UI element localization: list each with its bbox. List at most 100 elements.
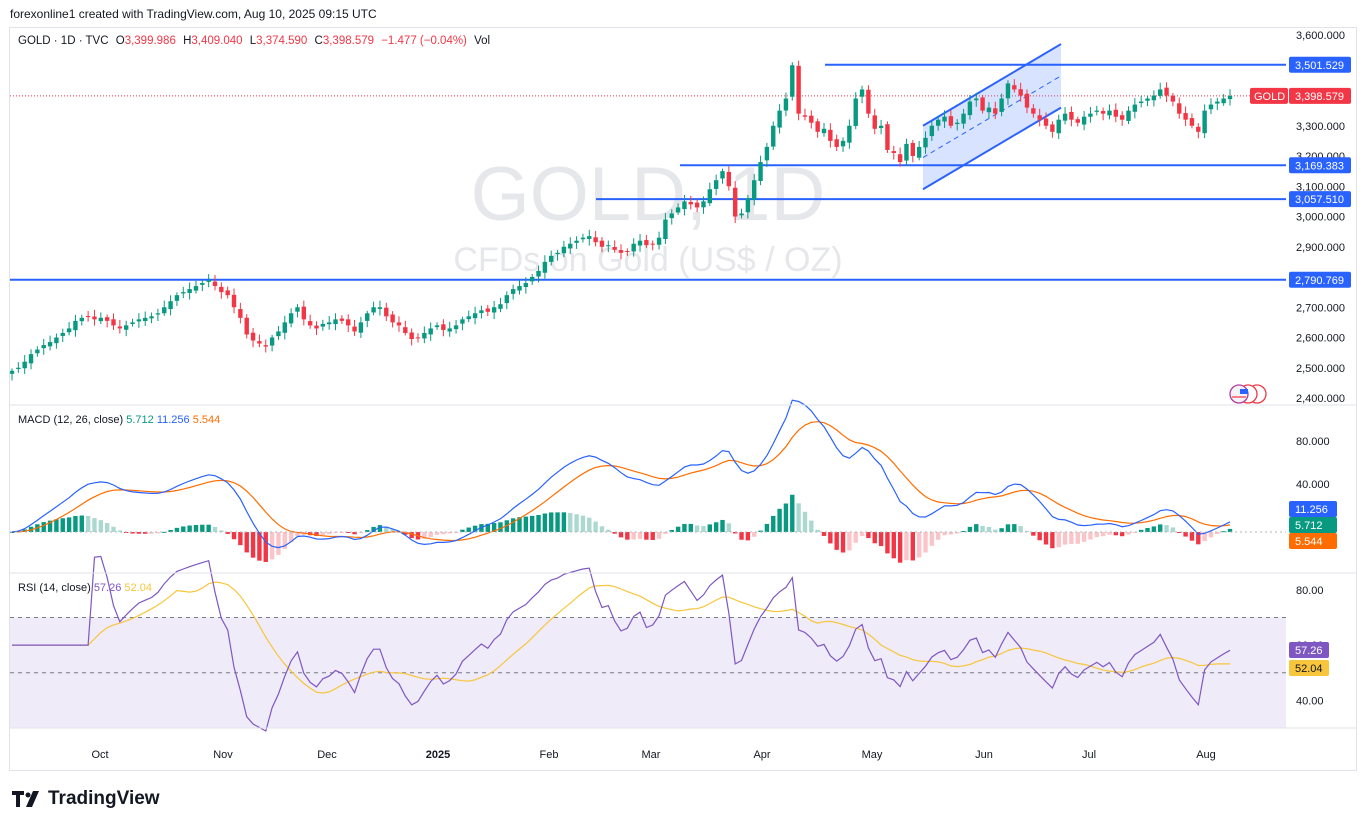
candle-body [1075, 119, 1080, 123]
macd-value-badge-bg [1289, 533, 1337, 549]
macd-histogram-bar [961, 530, 966, 532]
macd-histogram-bar [549, 512, 554, 532]
candle-body [326, 322, 332, 325]
candle-body [73, 320, 78, 331]
candle-body [568, 243, 573, 249]
volume-label[interactable]: Vol [474, 35, 491, 47]
macd-histogram-bar [1056, 532, 1061, 548]
candle-body [1183, 113, 1188, 120]
candle-body [1050, 124, 1055, 132]
candle-body [764, 146, 770, 161]
candle-body [745, 198, 751, 213]
macd-histogram-bar [847, 532, 852, 551]
price-tick-label: 3,000.000 [1296, 212, 1345, 224]
candle-body [491, 307, 497, 313]
price-tick-label: 3,300.000 [1296, 121, 1345, 133]
macd-pane [10, 399, 1286, 563]
macd-histogram-bar [745, 532, 751, 541]
candle-body [472, 313, 478, 319]
candle-body [523, 283, 529, 287]
macd-histogram-bar [206, 524, 211, 532]
macd-histogram-bar [701, 526, 706, 532]
macd-histogram-bar [694, 525, 700, 532]
candle-body [123, 325, 129, 330]
macd-histogram-bar [1132, 532, 1138, 533]
macd-histogram-bar [1107, 532, 1112, 535]
candle-body [453, 325, 459, 330]
macd-histogram-bar [1177, 532, 1182, 533]
macd-histogram-bar [1043, 532, 1049, 545]
macd-histogram-bar [904, 532, 909, 561]
us-flag-icon[interactable] [1229, 384, 1267, 404]
candle-body [441, 324, 446, 330]
level-label: 2,790.769 [1295, 275, 1344, 287]
macd-histogram-bar [561, 512, 567, 532]
candle-body [1132, 104, 1138, 112]
level-label: 3,057.510 [1295, 194, 1344, 206]
candle-body [155, 313, 161, 315]
candle-body [130, 322, 135, 324]
macd-histogram-bar [320, 532, 326, 536]
macd-histogram-bar [999, 528, 1004, 532]
rsi-label[interactable]: RSI (14, close) [18, 582, 91, 594]
candle-body [771, 125, 776, 147]
macd-label[interactable]: MACD (12, 26, close) [18, 414, 124, 426]
tradingview-logo[interactable]: TradingView [12, 788, 160, 810]
candle-body [409, 332, 414, 340]
low-label: L [249, 35, 257, 47]
watermark-subtitle: CFDs on Gold (US$ / OZ) [453, 241, 842, 279]
time-tick-label: May [862, 749, 883, 761]
chart-canvas[interactable]: GOLD, 1D CFDs on Gold (US$ / OZ) 3,600.0… [10, 28, 1356, 770]
macd-histogram-bar [73, 516, 78, 532]
candle-body [739, 213, 744, 216]
macd-histogram-bar [1005, 524, 1011, 532]
macd-histogram-bar [809, 520, 814, 532]
macd-histogram-bar [510, 518, 516, 532]
candle-body [878, 125, 884, 129]
level-label-bg [1289, 56, 1351, 73]
candle-body [955, 122, 960, 125]
candle-body [618, 250, 624, 253]
macd-histogram-bar [948, 532, 954, 535]
candle-body [174, 295, 180, 301]
channel-lower-line [922, 106, 1062, 191]
candle-body [28, 354, 34, 364]
candle-body [1196, 126, 1201, 132]
macd-histogram-bar [777, 508, 782, 532]
macd-histogram-bar [1012, 524, 1017, 532]
candle-body [935, 119, 941, 126]
candle-body [111, 319, 116, 326]
candle-body [60, 332, 65, 336]
macd-histogram-bar [225, 532, 230, 534]
candle-body [485, 308, 490, 312]
macd-histogram-bar [688, 523, 693, 532]
candle-body [498, 304, 503, 309]
macd-tick-label: 80.000 [1296, 436, 1330, 448]
macd-histogram-bar [739, 532, 744, 540]
time-tick-label: Jul [1082, 749, 1096, 761]
tradingview-logo-icon [12, 791, 39, 807]
macd-histogram-bar [1158, 524, 1163, 532]
macd-histogram-bar [1145, 527, 1150, 532]
time-tick-label: Dec [317, 749, 337, 761]
macd-histogram-bar [580, 515, 586, 532]
macd-histogram-bar [599, 526, 605, 532]
low-value: 3,374.590 [256, 35, 308, 47]
price-tick-label: 2,500.000 [1296, 363, 1345, 375]
candle-body [974, 98, 979, 101]
symbol-label[interactable]: GOLD · 1D · TVC [18, 35, 109, 47]
level-label: 3,501.529 [1295, 60, 1344, 72]
candle-body [1208, 104, 1214, 110]
macd-histogram-bar [796, 503, 801, 532]
macd-histogram-bar [682, 523, 687, 532]
candle-body [1043, 118, 1049, 126]
macd-histogram-bar [929, 532, 935, 546]
macd-histogram-bar [732, 532, 738, 534]
time-tick-label: 2025 [426, 749, 450, 761]
macd-histogram-bar [485, 523, 490, 532]
price-badge-bg [1289, 87, 1351, 104]
candle-body [809, 115, 814, 123]
macd-histogram-bar [282, 532, 287, 549]
macd-histogram-bar [1113, 532, 1119, 536]
macd-histogram-bar [390, 528, 395, 532]
